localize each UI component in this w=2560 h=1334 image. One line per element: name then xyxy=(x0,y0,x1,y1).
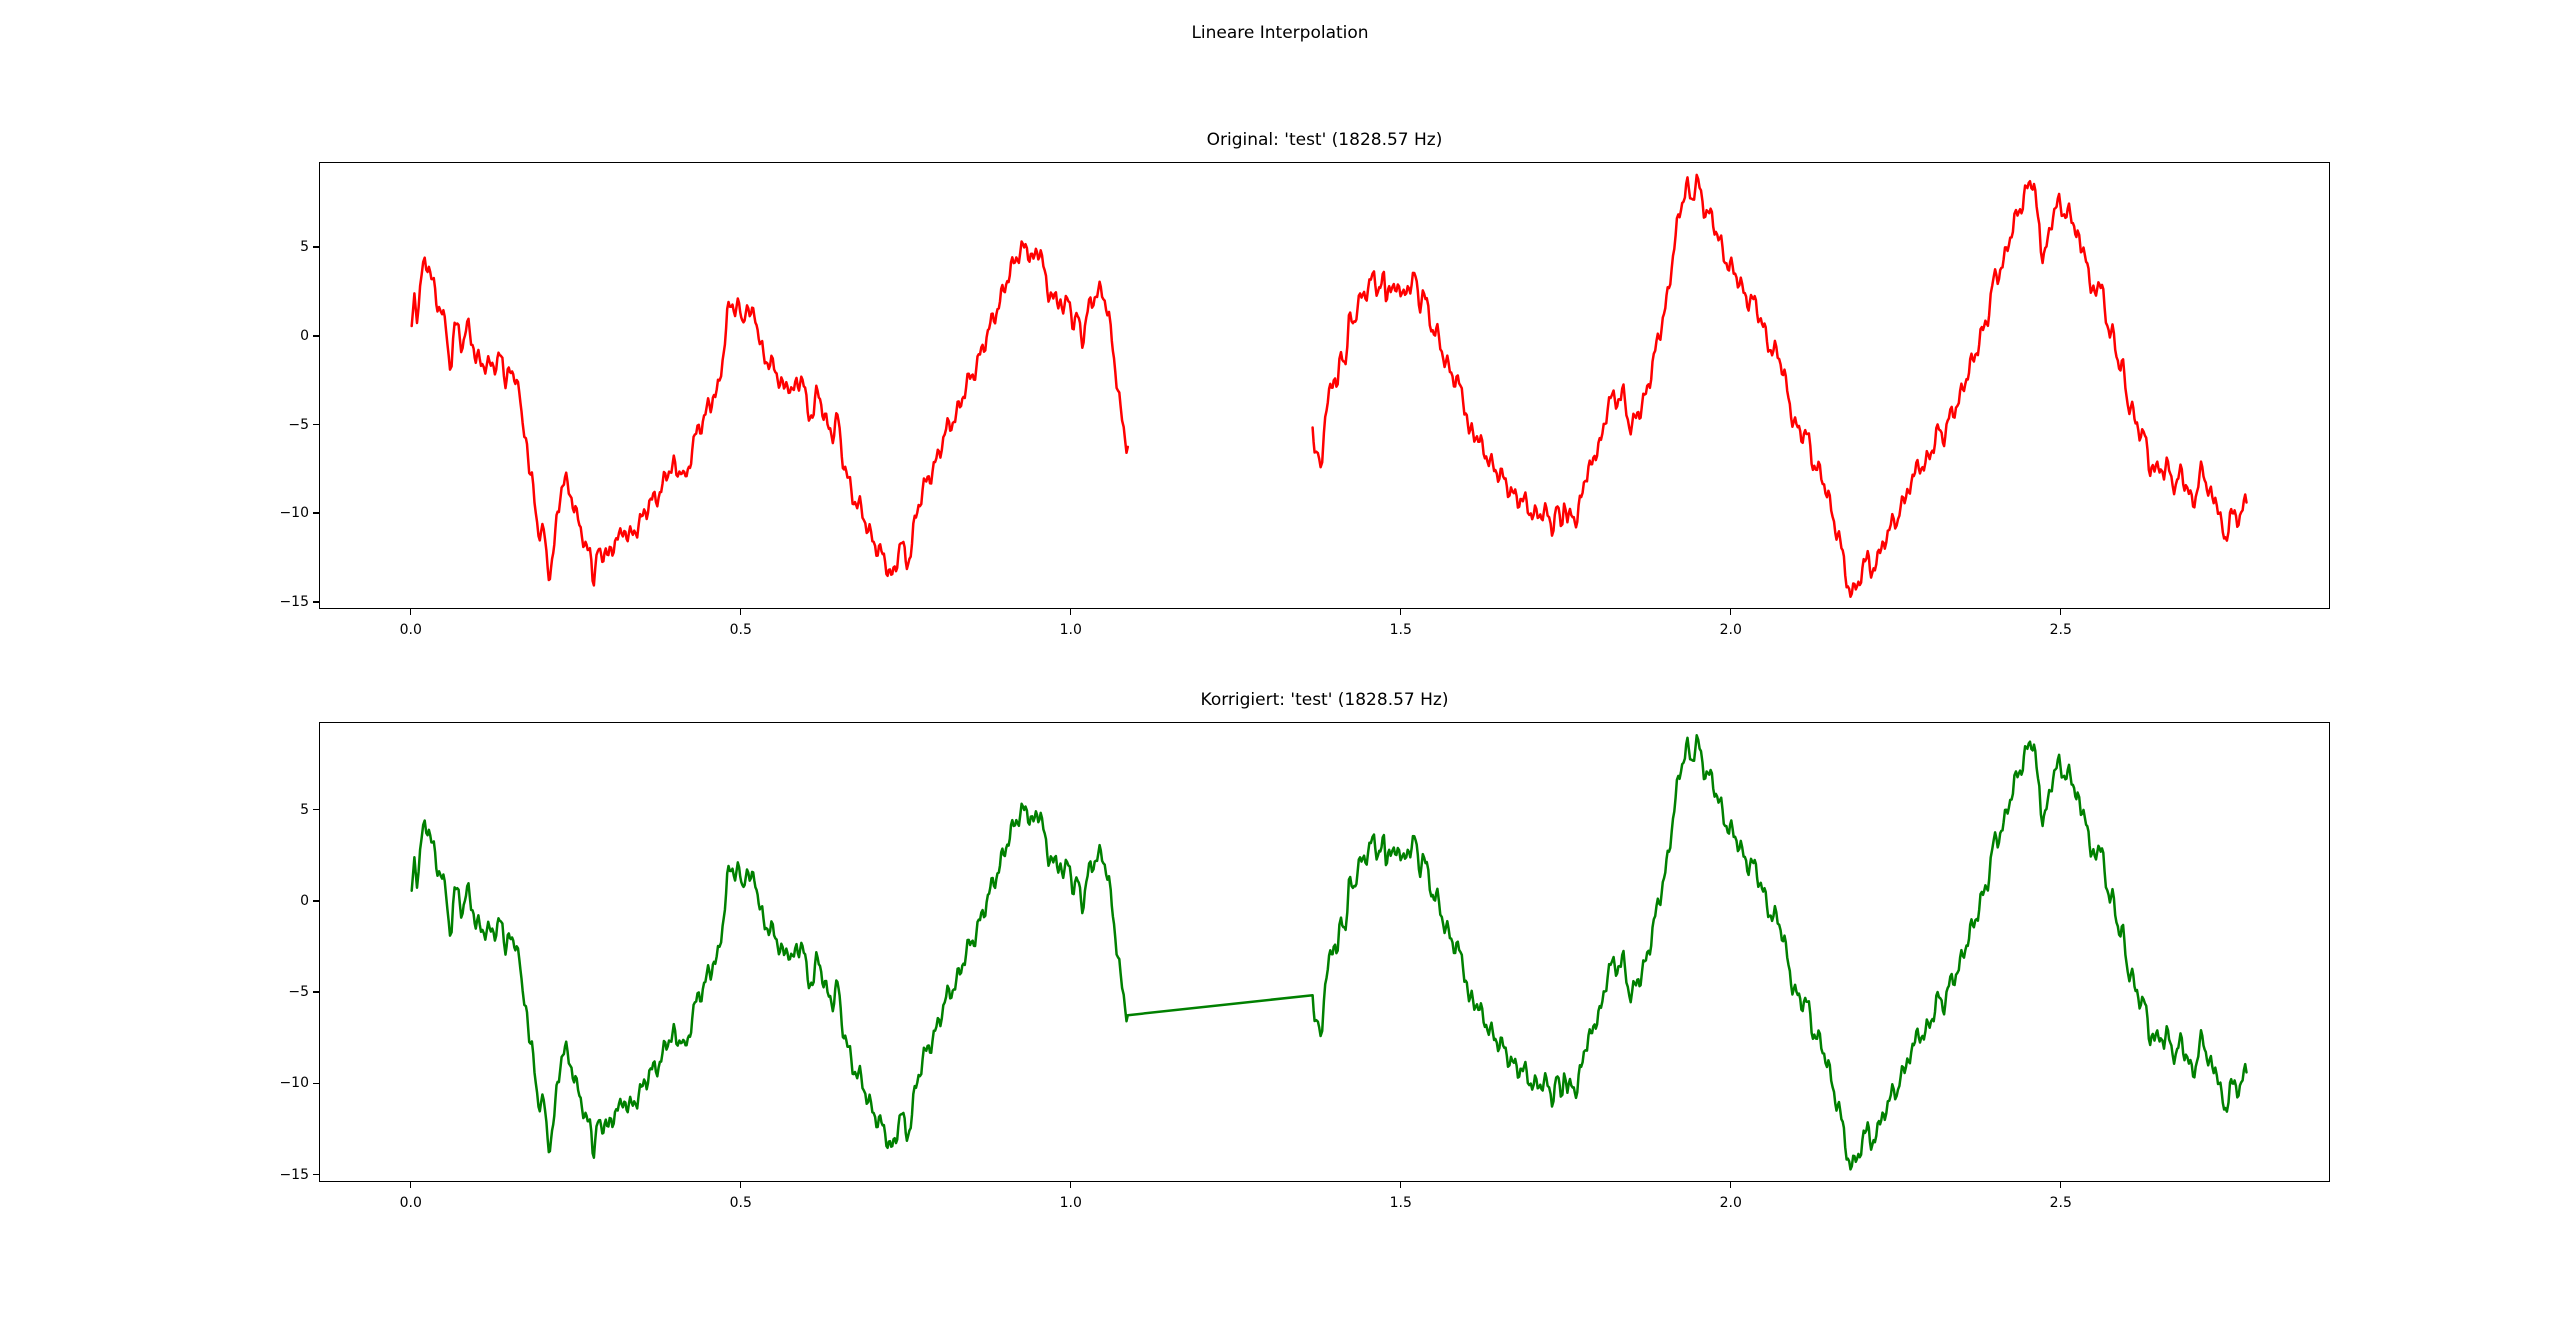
y-tick-mark xyxy=(313,335,319,337)
x-tick-label: 1.5 xyxy=(1389,622,1412,638)
y-tick-label: 5 xyxy=(300,239,309,256)
x-tick-label: 0.5 xyxy=(729,1195,752,1211)
subplot-original-axes xyxy=(319,162,2330,609)
y-tick-label: −5 xyxy=(288,416,309,433)
x-tick-mark xyxy=(409,609,412,615)
signal-line-green xyxy=(410,734,2248,1171)
signal-line-red xyxy=(410,173,2248,599)
x-tick-label: 0.5 xyxy=(729,622,752,638)
y-tick-mark xyxy=(313,246,319,248)
x-tick-mark xyxy=(739,609,742,615)
x-tick-mark xyxy=(2059,609,2062,615)
y-tick-label: 0 xyxy=(300,892,309,909)
x-tick-label: 2.0 xyxy=(1719,622,1742,638)
x-tick-mark xyxy=(2059,1182,2062,1188)
y-tick-mark xyxy=(313,512,319,514)
y-tick-label: −15 xyxy=(279,593,309,610)
y-tick-label: −10 xyxy=(279,505,309,522)
signal-plot-original xyxy=(410,173,2248,599)
y-tick-label: −5 xyxy=(288,984,309,1001)
y-tick-label: 0 xyxy=(300,327,309,344)
x-tick-label: 1.5 xyxy=(1389,1195,1412,1211)
x-tick-mark xyxy=(1729,1182,1732,1188)
y-tick-label: −10 xyxy=(279,1075,309,1092)
x-tick-mark xyxy=(739,1182,742,1188)
subplot-korrigiert-axes xyxy=(319,722,2330,1182)
x-tick-label: 2.5 xyxy=(2049,622,2072,638)
x-tick-label: 2.0 xyxy=(1719,1195,1742,1211)
y-tick-mark xyxy=(313,601,319,603)
x-tick-mark xyxy=(1399,609,1402,615)
y-tick-label: 5 xyxy=(300,801,309,818)
x-tick-mark xyxy=(1069,609,1072,615)
subplot-korrigiert-title: Korrigiert: 'test' (1828.57 Hz) xyxy=(1200,690,1449,710)
y-tick-mark xyxy=(313,1173,319,1176)
signal-plot-korrigiert xyxy=(410,734,2248,1171)
x-tick-label: 1.0 xyxy=(1059,1195,1082,1211)
y-tick-mark xyxy=(313,808,319,811)
x-tick-mark xyxy=(1729,609,1732,615)
y-tick-mark xyxy=(313,991,319,993)
x-tick-mark xyxy=(1069,1182,1072,1188)
y-tick-mark xyxy=(313,900,319,902)
x-tick-label: 2.5 xyxy=(2049,1195,2072,1211)
y-tick-label: −15 xyxy=(279,1166,309,1183)
x-tick-mark xyxy=(1399,1182,1402,1188)
y-tick-mark xyxy=(313,1082,319,1085)
x-tick-label: 0.0 xyxy=(399,1195,422,1211)
figure-suptitle: Lineare Interpolation xyxy=(1191,23,1369,43)
x-tick-label: 1.0 xyxy=(1059,622,1082,638)
subplot-original-title: Original: 'test' (1828.57 Hz) xyxy=(1206,130,1443,150)
x-tick-label: 0.0 xyxy=(399,622,422,638)
y-tick-mark xyxy=(313,423,319,426)
x-tick-mark xyxy=(409,1182,412,1188)
